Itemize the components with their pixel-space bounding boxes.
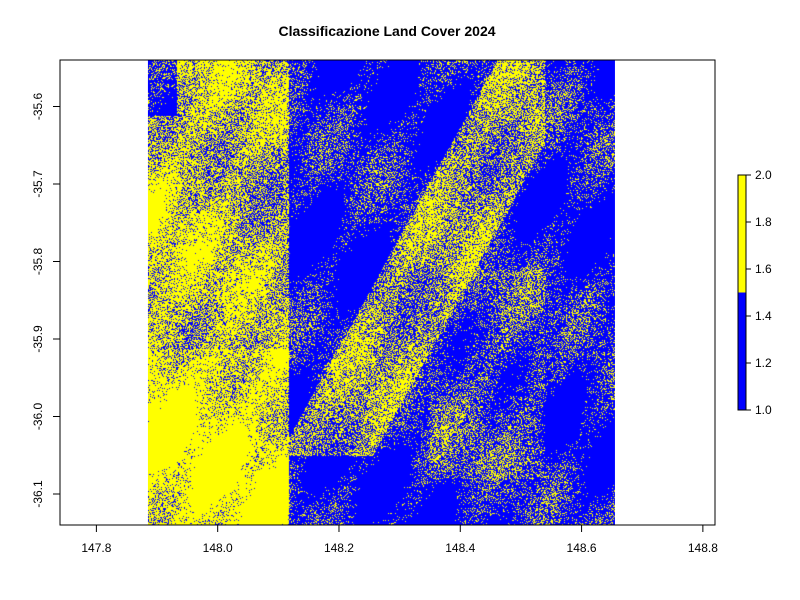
x-tick-label: 148.2 xyxy=(324,541,354,555)
y-axis: -35.6 -35.7 -35.8 -35.9 -36.0 -36.1 xyxy=(31,93,61,508)
color-legend: 1.0 1.2 1.4 1.6 1.8 2.0 xyxy=(737,168,772,417)
x-tick-label: 148.8 xyxy=(688,541,718,555)
legend-tick-label: 1.6 xyxy=(755,262,772,276)
y-tick-label: -35.8 xyxy=(31,248,45,276)
classification-raster xyxy=(147,60,615,525)
legend-tick-label: 2.0 xyxy=(755,168,772,182)
x-tick-label: 148.0 xyxy=(203,541,233,555)
legend-swatch-class-1 xyxy=(738,292,746,410)
y-tick-label: -36.1 xyxy=(31,480,45,508)
raster-cells xyxy=(147,60,615,525)
y-tick-label: -35.7 xyxy=(31,170,45,198)
legend-tick-label: 1.0 xyxy=(755,403,772,417)
legend-tick-label: 1.8 xyxy=(755,215,772,229)
legend-swatch-class-2 xyxy=(738,175,746,293)
y-tick-label: -36.0 xyxy=(31,403,45,431)
legend-tick-label: 1.4 xyxy=(755,309,772,323)
x-axis: 147.8 148.0 148.2 148.4 148.6 148.8 xyxy=(81,524,718,555)
x-tick-label: 148.6 xyxy=(567,541,597,555)
legend-frame xyxy=(737,174,747,411)
chart-title: Classificazione Land Cover 2024 xyxy=(278,23,495,39)
y-tick-label: -35.6 xyxy=(31,93,45,121)
legend-tick-label: 1.2 xyxy=(755,356,772,370)
y-tick-label: -35.9 xyxy=(31,325,45,353)
x-tick-label: 148.4 xyxy=(445,541,475,555)
x-tick-label: 147.8 xyxy=(81,541,111,555)
